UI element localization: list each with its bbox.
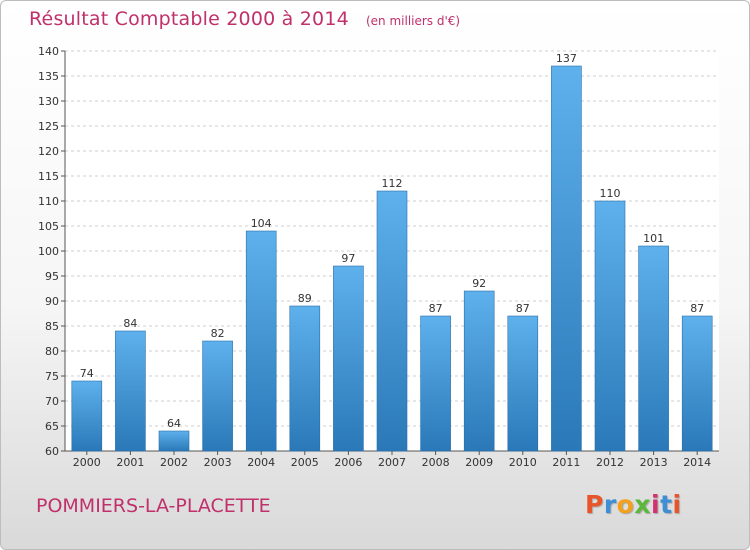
logo-letter: t bbox=[660, 490, 673, 519]
bar-2011 bbox=[551, 65, 582, 452]
bar-2005 bbox=[289, 305, 321, 452]
data-label-2013: 101 bbox=[643, 232, 664, 245]
data-label-2006: 97 bbox=[341, 252, 355, 265]
data-label-2002: 64 bbox=[167, 417, 181, 430]
y-tick-label: 100 bbox=[38, 245, 59, 258]
y-tick-label: 135 bbox=[38, 70, 59, 83]
bar-2012 bbox=[594, 200, 626, 452]
data-label-2001: 84 bbox=[123, 317, 137, 330]
bar-2010 bbox=[507, 315, 539, 452]
x-tick-label: 2002 bbox=[160, 456, 188, 469]
data-label-2005: 89 bbox=[298, 292, 312, 305]
bar-2014 bbox=[681, 315, 713, 452]
data-label-2004: 104 bbox=[251, 217, 272, 230]
x-tick-label: 2001 bbox=[116, 456, 144, 469]
x-tick-label: 2000 bbox=[73, 456, 101, 469]
chart-subtitle: (en milliers d'€) bbox=[365, 14, 461, 28]
x-tick-label: 2009 bbox=[465, 456, 493, 469]
x-tick-label: 2006 bbox=[334, 456, 362, 469]
logo-letter: i bbox=[651, 490, 661, 519]
data-label-2003: 82 bbox=[211, 327, 225, 340]
data-label-2010: 87 bbox=[516, 302, 530, 315]
bar-2006 bbox=[333, 265, 364, 452]
commune-name: POMMIERS-LA-PLACETTE bbox=[36, 495, 271, 517]
y-tick-label: 65 bbox=[45, 420, 59, 433]
proxiti-logo: Proxiti bbox=[585, 490, 682, 519]
bar-2002 bbox=[158, 430, 190, 452]
bar-2007 bbox=[376, 190, 408, 452]
data-label-2008: 87 bbox=[429, 302, 443, 315]
x-tick-label: 2012 bbox=[596, 456, 624, 469]
y-tick-label: 85 bbox=[45, 320, 59, 333]
bar-2003 bbox=[202, 340, 233, 452]
x-tick-label: 2007 bbox=[378, 456, 406, 469]
y-tick-label: 110 bbox=[38, 195, 59, 208]
data-label-2009: 92 bbox=[472, 277, 486, 290]
y-tick-label: 60 bbox=[45, 445, 59, 458]
bar-2004 bbox=[245, 230, 277, 452]
x-tick-label: 2010 bbox=[509, 456, 537, 469]
data-label-2011: 137 bbox=[556, 52, 577, 65]
x-tick-label: 2013 bbox=[640, 456, 668, 469]
x-tick-label: 2011 bbox=[552, 456, 580, 469]
x-tick-label: 2005 bbox=[291, 456, 319, 469]
y-tick-label: 75 bbox=[45, 370, 59, 383]
chart-title-row: Résultat Comptable 2000 à 2014 (en milli… bbox=[29, 8, 460, 30]
x-tick-label: 2003 bbox=[204, 456, 232, 469]
x-tick-label: 2014 bbox=[683, 456, 711, 469]
y-tick-label: 120 bbox=[38, 145, 59, 158]
logo-letter: P bbox=[585, 490, 604, 519]
y-tick-label: 80 bbox=[45, 345, 59, 358]
y-tick-label: 70 bbox=[45, 395, 59, 408]
data-label-2007: 112 bbox=[382, 177, 403, 190]
y-tick-label: 130 bbox=[38, 95, 59, 108]
logo-letter: i bbox=[672, 490, 682, 519]
bar-2008 bbox=[420, 315, 451, 452]
y-tick-label: 95 bbox=[45, 270, 59, 283]
bar-2001 bbox=[115, 330, 146, 452]
y-tick-label: 105 bbox=[38, 220, 59, 233]
y-tick-label: 115 bbox=[38, 170, 59, 183]
y-tick-label: 125 bbox=[38, 120, 59, 133]
chart-title: Résultat Comptable 2000 à 2014 bbox=[29, 8, 349, 30]
x-tick-label: 2004 bbox=[247, 456, 275, 469]
logo-letter: o bbox=[616, 490, 635, 519]
logo-letter: r bbox=[603, 490, 617, 519]
y-tick-label: 140 bbox=[38, 45, 59, 58]
x-tick-label: 2008 bbox=[422, 456, 450, 469]
y-tick-label: 90 bbox=[45, 295, 59, 308]
logo-letter: x bbox=[634, 490, 651, 519]
bar-2000 bbox=[71, 380, 103, 452]
data-label-2012: 110 bbox=[600, 187, 621, 200]
data-label-2014: 87 bbox=[690, 302, 704, 315]
bar-2013 bbox=[638, 245, 669, 452]
data-label-2000: 74 bbox=[80, 367, 94, 380]
bar-2009 bbox=[463, 290, 495, 452]
